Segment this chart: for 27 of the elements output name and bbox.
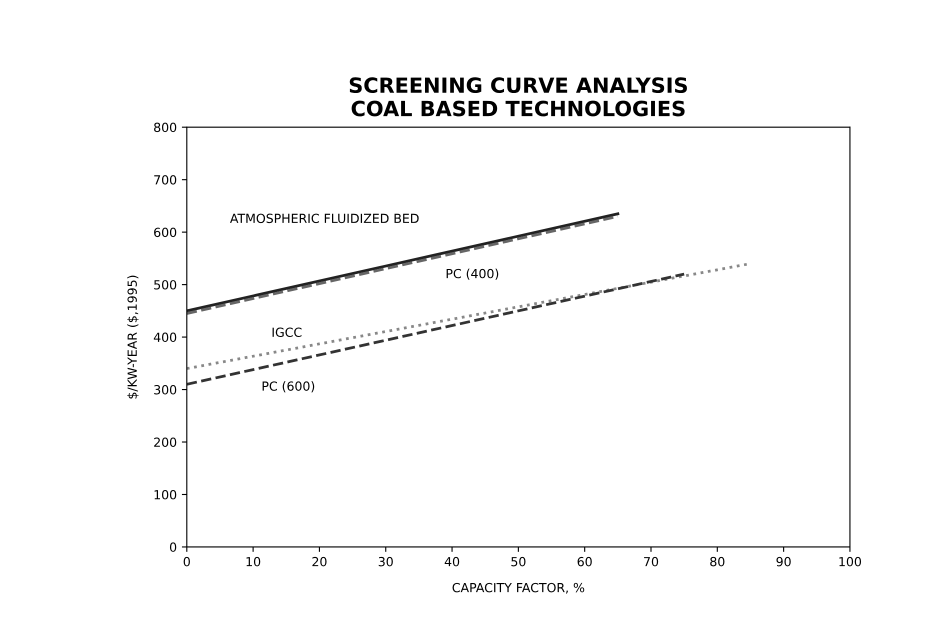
x-tick-label: 70 [644,556,658,566]
chart-title: SCREENING CURVE ANALYSIS COAL BASED TECHNOLOGIES [350,77,687,116]
x-tick-label: 10 [246,556,260,566]
y-tick-label: 500 [154,280,176,290]
y-tick-label: 400 [154,332,176,342]
x-tick-label: 60 [578,556,592,566]
x-tick-label: 0 [184,556,190,566]
y-tick-label: 0 [170,542,176,552]
x-tick-label: 20 [312,556,327,566]
y-axis-title: $/KW-YEAR ($,1995) [127,276,139,399]
x-tick-label: 80 [710,556,724,566]
y-tick-label: 600 [154,228,176,238]
x-tick-label: 40 [444,556,460,566]
x-tick-label: 90 [776,556,791,566]
x-tick-label: 30 [378,556,393,566]
y-tick-label: 200 [154,437,176,447]
y-tick-label: 100 [154,490,176,500]
x-tick-label: 50 [511,556,526,566]
x-axis-title: CAPACITY FACTOR, % [452,582,584,594]
x-tick-label: 100 [839,556,862,566]
y-tick-label: 700 [154,175,176,185]
series-label: PC (600) [262,381,314,392]
y-tick-label: 300 [154,385,176,394]
series-label: IGCC [272,328,302,338]
y-tick-label: 800 [154,122,176,132]
text: ATMOSPHERIC FLUIDIZED BED [230,214,419,224]
series-label: PC (400) [446,268,498,280]
